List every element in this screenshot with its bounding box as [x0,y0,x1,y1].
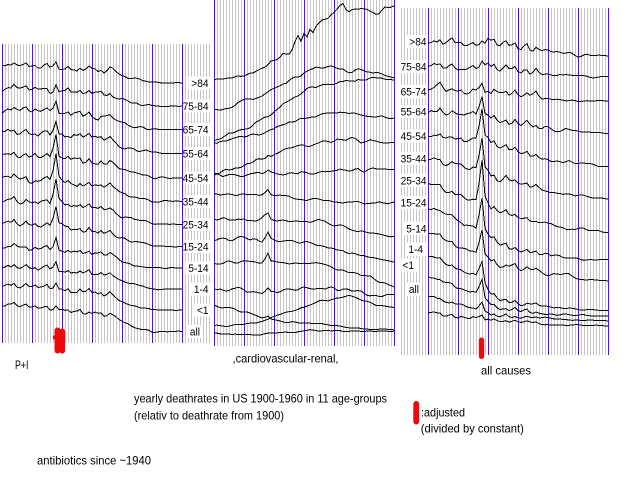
svg-text:45-54: 45-54 [401,131,427,143]
svg-text:45-54: 45-54 [183,173,209,185]
svg-text:1-4: 1-4 [194,284,209,296]
svg-text:75-84: 75-84 [401,62,427,74]
svg-text:all: all [190,327,200,339]
svg-text:,cardiovascular-renal,: ,cardiovascular-renal, [233,352,339,366]
svg-text:25-34: 25-34 [183,220,209,232]
svg-text:>84: >84 [191,78,208,90]
svg-text:>84: >84 [409,37,426,49]
svg-text:5-14: 5-14 [406,223,426,235]
svg-text:yearly deathrates in US 1900-1: yearly deathrates in US 1900-1960 in 11 … [134,392,387,406]
svg-text::adjusted: :adjusted [421,406,465,420]
svg-text:35-44: 35-44 [183,197,209,209]
svg-text:25-34: 25-34 [401,175,427,187]
svg-text:P+I: P+I [15,358,29,372]
svg-text:15-24: 15-24 [183,242,209,254]
svg-text:<1: <1 [403,260,415,272]
svg-text:all: all [409,284,419,296]
svg-text:55-64: 55-64 [401,107,427,119]
svg-text:<1: <1 [197,305,209,317]
svg-text:35-44: 35-44 [401,153,427,165]
svg-text:75-84: 75-84 [183,101,209,113]
svg-text:5-14: 5-14 [188,263,208,275]
svg-text:15-24: 15-24 [401,198,427,210]
svg-text:antibiotics since ~1940: antibiotics since ~1940 [37,454,151,468]
svg-text:55-64: 55-64 [183,149,209,161]
svg-text:(relativ to deathrate from 190: (relativ to deathrate from 1900) [134,409,284,423]
svg-text:1-4: 1-4 [408,244,423,256]
svg-text:65-74: 65-74 [401,87,427,99]
svg-text:65-74: 65-74 [183,125,209,137]
svg-text:(divided by constant): (divided by constant) [421,422,524,436]
svg-text:all causes: all causes [481,364,531,378]
